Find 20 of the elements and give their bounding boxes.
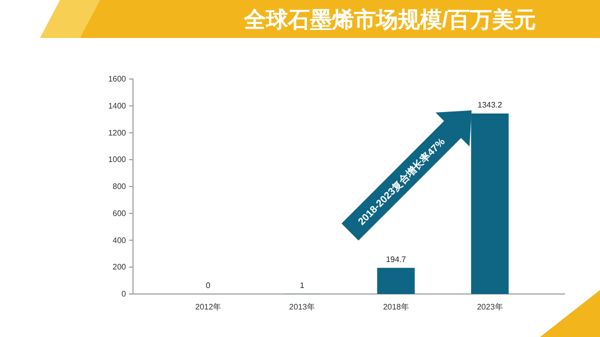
x-tick-label: 2013年	[289, 302, 315, 312]
y-tick-label: 1200	[108, 128, 127, 138]
bar	[377, 268, 415, 294]
data-label: 1	[300, 280, 305, 290]
x-tick-label: 2023年	[476, 302, 503, 312]
y-tick-label: 200	[112, 262, 127, 272]
y-tick-label: 1000	[108, 155, 127, 164]
bar	[471, 114, 509, 294]
chart-title: 全球石墨烯市场规模/百万美元	[242, 7, 536, 32]
data-label: 1343.2	[478, 100, 503, 110]
y-tick-label: 0	[122, 290, 127, 299]
y-tick-label: 600	[112, 208, 127, 218]
x-tick-label: 2018年	[383, 302, 409, 312]
y-tick-label: 1600	[108, 74, 127, 84]
y-tick-label: 800	[112, 182, 127, 192]
x-tick-label: 2012年	[195, 302, 222, 312]
data-label: 0	[206, 281, 211, 290]
y-tick-label: 400	[112, 236, 127, 245]
data-label: 194.7	[386, 254, 407, 264]
y-tick-label: 1400	[108, 101, 127, 110]
